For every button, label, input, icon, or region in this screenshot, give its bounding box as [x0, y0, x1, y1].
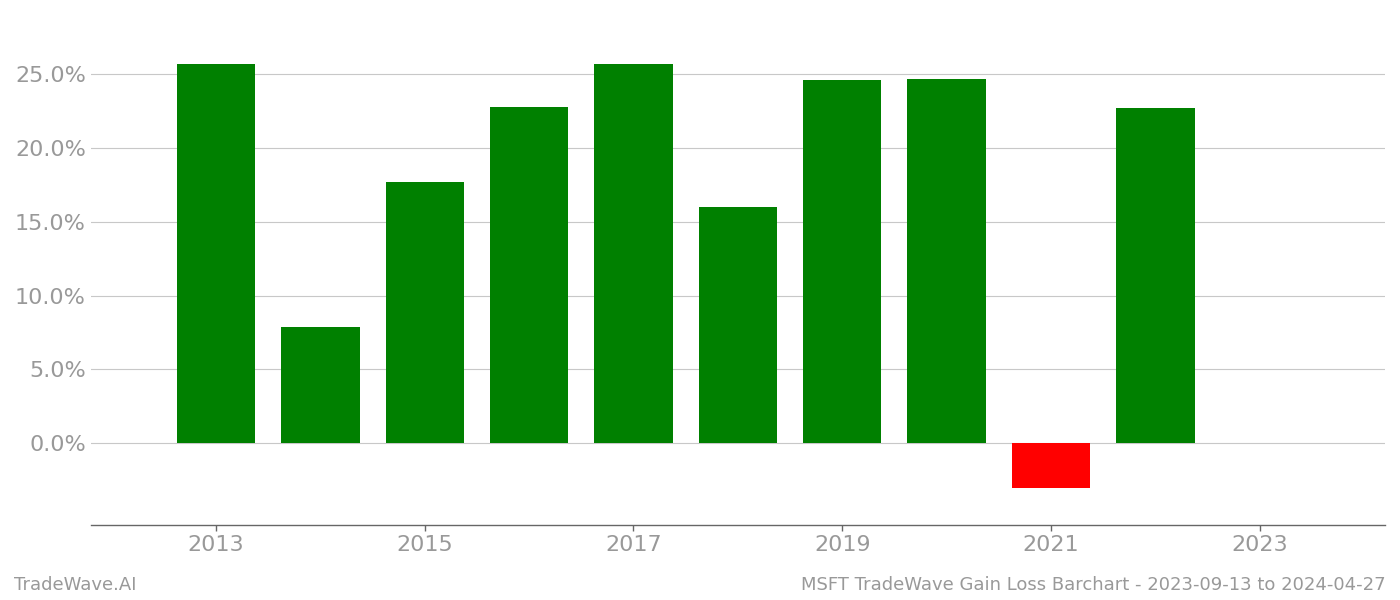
Bar: [1012, 443, 1091, 488]
Bar: [281, 326, 360, 443]
Bar: [490, 107, 568, 443]
Text: TradeWave.AI: TradeWave.AI: [14, 576, 137, 594]
Bar: [804, 80, 882, 443]
Bar: [699, 207, 777, 443]
Bar: [1116, 108, 1194, 443]
Text: MSFT TradeWave Gain Loss Barchart - 2023-09-13 to 2024-04-27: MSFT TradeWave Gain Loss Barchart - 2023…: [801, 576, 1386, 594]
Bar: [907, 79, 986, 443]
Bar: [176, 64, 255, 443]
Bar: [595, 64, 672, 443]
Bar: [385, 182, 463, 443]
